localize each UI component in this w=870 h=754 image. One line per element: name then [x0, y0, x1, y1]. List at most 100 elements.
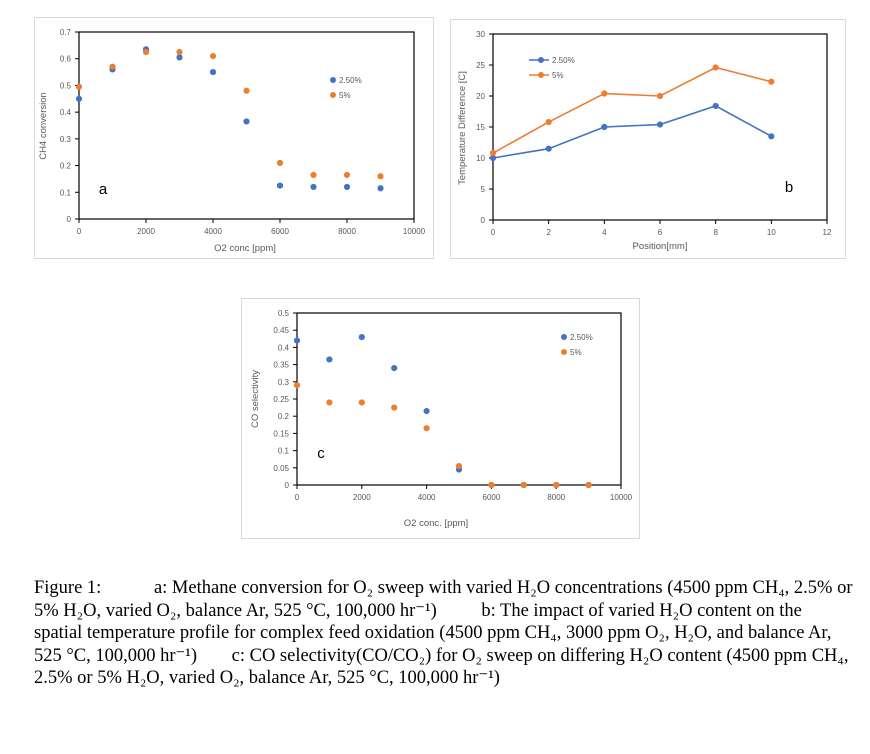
chart-a-series-1-point-3: [176, 48, 183, 56]
chart-b-xtick-label-3: 6: [658, 228, 663, 237]
chart-c-panel-label: c: [317, 445, 325, 462]
chart-b-series-1-point-0: [489, 149, 497, 157]
chart-c-ytick-label-0: 0: [285, 481, 290, 490]
chart-c-series-0-point-3: [391, 364, 398, 372]
chart-c-series-1-point-1: [326, 399, 333, 406]
chart-a-ytick-label-6: 0.6: [60, 55, 72, 64]
chart-a-panel-label: a: [99, 181, 108, 198]
chart-c-series-0-point-1: [326, 356, 333, 363]
chart-a-series-1-point-5: [243, 87, 250, 94]
chart-b-ytick-label-5: 25: [476, 61, 485, 70]
chart-b-ytick-label-4: 20: [476, 92, 485, 101]
chart-c-ytick-label-6: 0.3: [278, 378, 290, 387]
chart-a-xtick-label-1: 2000: [137, 227, 155, 236]
chart-a-ytick-label-1: 0.1: [60, 188, 72, 197]
chart-a-series-0-point-9: [377, 185, 384, 192]
chart-a-series-1-point-0: [75, 83, 83, 90]
chart-a-ytick-label-2: 0.2: [60, 162, 72, 171]
chart-c-ytick-label-9: 0.45: [273, 326, 289, 335]
chart-a: 0 2000 4000 6000 8000 10000 0 0.1 0.2 0.3 0.4 0.5 0.…: [38, 28, 426, 254]
chart-a-ytick-label-0: 0: [67, 215, 72, 224]
chart-a-series-0-point-7: [310, 183, 317, 191]
chart-b-series-1-point-4: [712, 64, 719, 71]
chart-c-ytick-label-1: 0.05: [273, 464, 289, 473]
chart-a-xtick-label-0: 0: [77, 227, 82, 236]
chart-b-legend-marker-0: [538, 57, 544, 63]
chart-b-series-1-line: [492, 66, 772, 154]
chart-c-ytick-label-3: 0.15: [273, 429, 289, 438]
caption-b: b: The impact of varied H₂O content on t…: [34, 600, 832, 666]
chart-b-series-0-point-1: [545, 145, 552, 152]
chart-c-yaxis-title: CO selectivity: [250, 370, 261, 428]
chart-c-series-1-point-8: [553, 481, 560, 489]
chart-c-legend-marker-0: [561, 334, 567, 340]
chart-c-series-1-point-9: [585, 481, 592, 489]
chart-a-xtick-label-5: 10000: [403, 227, 426, 236]
chart-c-xaxis-title: O2 conc. [ppm]: [404, 518, 468, 529]
chart-c-ytick-label-5: 0.25: [273, 395, 289, 404]
chart-a-series-0-point-0: [75, 95, 83, 102]
chart-b-ytick-label-2: 10: [476, 154, 485, 163]
chart-c-ytick-label-7: 0.35: [273, 361, 289, 370]
chart-a-panel: 0 2000 4000 6000 8000 10000 0 0.1 0.2 0.3 0.4 0.5 0.…: [34, 17, 434, 259]
chart-c-legend-label-1: 5%: [570, 348, 582, 357]
chart-a-yaxis-title: CH4 conversion: [38, 92, 49, 160]
chart-a-series-0-point-5: [243, 118, 250, 125]
chart-a-xaxis-title: O2 conc [ppm]: [214, 243, 276, 254]
chart-c-series-1-point-5: [455, 462, 463, 470]
chart-b-xtick-label-1: 2: [546, 228, 551, 237]
chart-b-series-0-point-3: [656, 121, 664, 128]
chart-b-ytick-label-0: 0: [481, 216, 486, 225]
chart-c-series-1-point-7: [520, 481, 527, 489]
chart-a-series-1-point-2: [142, 48, 150, 56]
chart-a-ytick-label-4: 0.4: [60, 108, 72, 117]
chart-b-panel: 0 2 4 6 8 10 12 0 5 10 15 20 25 30 Position[mm] Tempera…: [450, 19, 846, 259]
chart-c-series-1-point-0: [293, 382, 301, 389]
chart-b: 0 2 4 6 8 10 12 0 5 10 15 20 25 30 Position[mm] Tempera…: [457, 30, 832, 252]
chart-c-series-1-point-4: [423, 425, 430, 432]
chart-b-panel-label: b: [785, 179, 793, 196]
chart-c-xtick-label-3: 6000: [483, 493, 501, 502]
chart-b-xtick-label-6: 12: [823, 228, 832, 237]
chart-b-yaxis-title: Temperature Difference [C]: [457, 71, 468, 185]
chart-b-legend-marker-1: [538, 72, 544, 78]
caption-a: a: Methane conversion for O₂ sweep with …: [34, 578, 853, 621]
chart-b-legend-label-0: 2.50%: [552, 56, 575, 65]
chart-c-panel: 0 2000 4000 6000 8000 10000 0 0.05 0.1 0.15 0.2 0.2…: [241, 298, 640, 539]
chart-a-series-0-point-3: [176, 54, 183, 61]
chart-a-ytick-label-3: 0.3: [60, 135, 72, 144]
chart-c: 0 2000 4000 6000 8000 10000 0 0.05 0.1 0.15 0.2 0.2…: [250, 309, 633, 529]
chart-a-series-1-point-6: [276, 159, 284, 166]
chart-a-series-1-point-8: [343, 171, 351, 179]
chart-b-xaxis-title: Position[mm]: [633, 241, 688, 252]
chart-a-xtick-label-2: 4000: [204, 227, 222, 236]
chart-b-series-1-point-1: [545, 118, 552, 126]
chart-a-series-1-point-4: [209, 52, 217, 60]
chart-b-xtick-label-2: 4: [602, 228, 607, 237]
chart-a-series-1-point-1: [109, 63, 116, 70]
chart-a-legend-marker-0: [330, 77, 336, 83]
chart-b-series-0-point-5: [768, 133, 775, 140]
chart-a-legend-marker-1: [330, 92, 336, 98]
chart-b-legend-label-1: 5%: [552, 71, 564, 80]
chart-c-ytick-label-4: 0.2: [278, 412, 290, 421]
chart-b-xtick-label-5: 10: [767, 228, 776, 237]
chart-a-ytick-label-7: 0.7: [60, 28, 72, 37]
caption-c: c: CO selectivity(CO/CO₂) for O₂ sweep o…: [34, 645, 849, 689]
chart-c-ytick-label-10: 0.5: [278, 309, 290, 318]
chart-a-xtick-label-3: 6000: [271, 227, 289, 236]
chart-c-xtick-label-0: 0: [295, 493, 300, 502]
chart-c-legend-marker-1: [561, 349, 567, 355]
chart-b-series-0-point-2: [601, 123, 608, 131]
chart-c-series-0-point-4: [423, 407, 430, 415]
chart-b-series-1-point-2: [601, 90, 608, 97]
chart-a-legend-label-0: 2.50%: [339, 76, 362, 85]
caption-figure-label: Figure 1:: [34, 578, 102, 598]
chart-b-ytick-label-6: 30: [476, 30, 485, 39]
chart-c-xtick-label-5: 10000: [610, 493, 633, 502]
chart-b-series-0-point-4: [712, 102, 719, 110]
chart-c-series-1-point-6: [488, 481, 495, 489]
chart-a-series-1-point-7: [310, 171, 317, 179]
chart-c-xtick-label-1: 2000: [353, 493, 371, 502]
chart-a-xtick-label-4: 8000: [338, 227, 356, 236]
